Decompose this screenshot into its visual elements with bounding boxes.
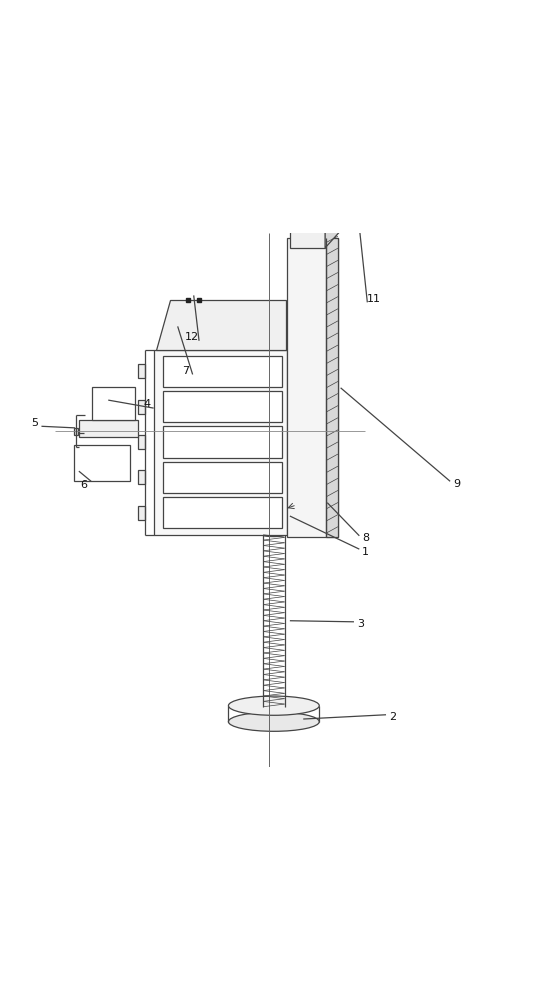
Bar	[287, 238, 338, 537]
Ellipse shape	[262, 533, 286, 537]
Bar	[137, 364, 145, 378]
Text: 12: 12	[185, 332, 199, 342]
Bar	[137, 400, 145, 414]
Text: 11: 11	[367, 294, 381, 304]
Bar	[163, 426, 282, 458]
Bar	[137, 506, 145, 520]
Polygon shape	[156, 300, 286, 350]
Bar	[79, 420, 137, 437]
Bar	[154, 350, 287, 535]
Bar	[163, 391, 282, 422]
Text: 2: 2	[389, 712, 396, 722]
Bar	[163, 462, 282, 493]
Ellipse shape	[228, 712, 320, 731]
Bar	[163, 497, 282, 528]
Bar	[163, 356, 282, 387]
Bar	[74, 428, 78, 435]
Text: 1: 1	[362, 547, 369, 557]
Bar	[92, 387, 135, 420]
Bar	[74, 445, 129, 481]
Text: 4: 4	[143, 399, 150, 409]
Text: 6: 6	[81, 480, 88, 490]
Bar	[137, 435, 145, 449]
Ellipse shape	[228, 696, 320, 715]
Polygon shape	[290, 183, 345, 205]
Polygon shape	[325, 183, 345, 248]
Text: 5: 5	[31, 418, 38, 428]
Text: 9: 9	[454, 479, 461, 489]
Bar	[137, 470, 145, 484]
Text: 3: 3	[357, 619, 364, 629]
Text: 7: 7	[182, 366, 189, 376]
Bar	[326, 238, 338, 537]
Text: 8: 8	[362, 533, 369, 543]
Bar	[290, 205, 325, 248]
